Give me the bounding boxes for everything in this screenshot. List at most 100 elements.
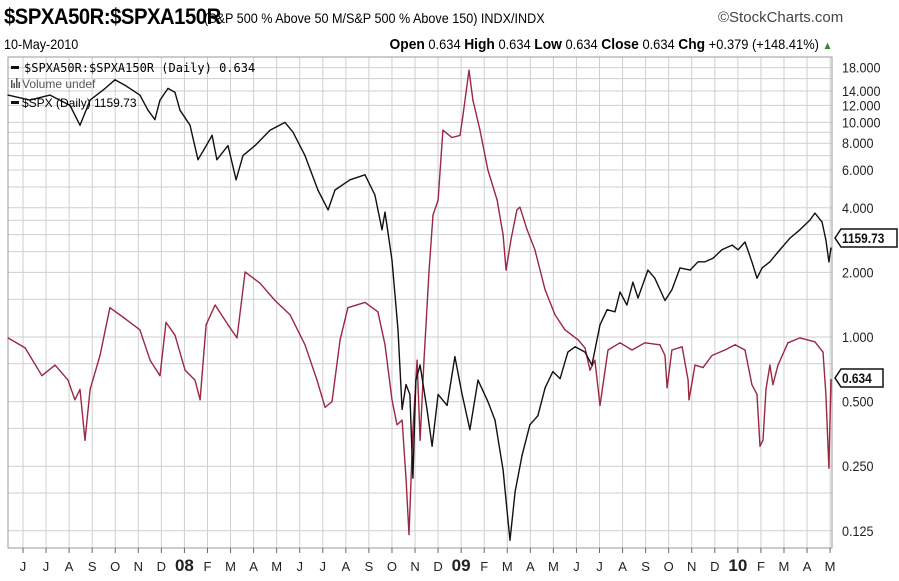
spx-point xyxy=(167,87,169,90)
spx-point xyxy=(179,109,181,111)
spx-point xyxy=(197,159,199,161)
spx-point xyxy=(619,291,621,293)
x-tick-label: 09 xyxy=(452,556,471,575)
x-tick-label: J xyxy=(296,559,303,574)
x-tick-label: 10 xyxy=(728,556,747,575)
ratio-point xyxy=(442,129,444,131)
spx-point xyxy=(89,99,91,101)
ratio-point xyxy=(644,342,646,344)
x-tick-label: A xyxy=(249,559,258,574)
ratio-point xyxy=(236,337,238,339)
spx-last-value-label: 1159.73 xyxy=(842,230,884,246)
ratio-point xyxy=(462,114,464,116)
ratio-point xyxy=(828,467,830,469)
ratio-point xyxy=(109,307,111,309)
spx-point xyxy=(159,99,161,101)
spx-point xyxy=(292,131,294,133)
spx-point xyxy=(154,119,156,121)
ratio-point xyxy=(544,289,546,291)
spx-point xyxy=(679,267,681,269)
x-tick-label: M xyxy=(502,559,513,574)
spx-point xyxy=(654,277,656,279)
y-tick-label: 8.000 xyxy=(842,136,873,152)
open-label: Open xyxy=(389,36,426,53)
ratio-point xyxy=(7,337,9,339)
ratio-point xyxy=(769,364,771,366)
ratio-point xyxy=(274,299,276,302)
chg-value: +0.379 (+148.41%) xyxy=(709,36,820,52)
ratio-point xyxy=(765,388,767,390)
ratio-point xyxy=(331,401,333,403)
spx-point xyxy=(487,401,489,403)
ratio-point xyxy=(99,354,101,357)
spx-point xyxy=(584,351,586,353)
ratio-point xyxy=(432,214,434,216)
legend-spx: $SPX (Daily) 1159.73 xyxy=(22,96,137,110)
y-tick-label: 14.000 xyxy=(842,83,880,99)
ratio-last-value-label: 0.634 xyxy=(842,370,872,386)
ratio-point xyxy=(510,239,512,241)
ratio-point xyxy=(408,534,410,536)
ratio-point xyxy=(184,369,186,371)
spx-point xyxy=(544,387,546,389)
ratio-point xyxy=(139,329,141,331)
x-tick-label: D xyxy=(157,559,166,574)
spx-point xyxy=(721,249,723,251)
spx-point xyxy=(751,261,753,263)
spx-point xyxy=(537,415,539,417)
spx-point xyxy=(761,267,763,269)
x-tick-label: N xyxy=(410,559,419,574)
spx-point xyxy=(374,194,376,196)
ratio-point xyxy=(589,369,591,371)
ratio-point xyxy=(694,364,696,366)
low-value: 0.634 xyxy=(565,36,599,52)
ratio-point xyxy=(339,339,341,341)
ratio-point xyxy=(594,359,596,361)
ratio-point xyxy=(347,307,349,309)
spx-point xyxy=(304,155,306,157)
ratio-point xyxy=(459,134,461,136)
ratio-point xyxy=(423,359,425,361)
x-tick-label: D xyxy=(433,559,442,574)
x-tick-label: A xyxy=(618,559,627,574)
ratio-point xyxy=(159,375,161,377)
x-tick-label: S xyxy=(641,559,650,574)
x-tick-label: J xyxy=(573,559,580,574)
ratio-last-value-tag xyxy=(834,368,884,388)
plot-border xyxy=(7,56,833,549)
spx-point xyxy=(29,99,31,101)
spx-legend-swatch xyxy=(11,101,19,104)
x-tick-label: M xyxy=(825,559,836,574)
spx-point xyxy=(821,221,823,223)
x-tick-label: O xyxy=(110,559,120,574)
ratio-point xyxy=(89,388,91,390)
ohlc-summary: Open 0.634 High 0.634 Low 0.634 Close 0.… xyxy=(390,36,833,53)
ratio-point xyxy=(316,379,318,381)
ratio-point xyxy=(671,349,673,351)
ratio-point xyxy=(468,69,470,71)
ratio-point xyxy=(577,339,579,341)
ratio-point xyxy=(396,424,398,426)
open-value: 0.634 xyxy=(428,36,462,52)
spx-point xyxy=(364,174,366,176)
spx-point xyxy=(477,379,479,381)
x-tick-label: J xyxy=(320,559,327,574)
ratio-point xyxy=(472,99,474,101)
ratio-point xyxy=(124,317,126,320)
spx-point xyxy=(189,124,191,126)
close-label: Close xyxy=(601,36,640,53)
ratio-point xyxy=(451,136,453,139)
spx-point xyxy=(242,155,244,157)
x-tick-label: J xyxy=(596,559,603,574)
x-tick-label: A xyxy=(342,559,351,574)
low-label: Low xyxy=(534,36,563,53)
ratio-point xyxy=(496,199,498,201)
ratio-point xyxy=(751,384,753,386)
spx-point xyxy=(454,356,456,358)
ratio-point xyxy=(554,314,556,316)
spx-point xyxy=(49,94,51,96)
x-tick-label: J xyxy=(20,559,27,574)
spx-point xyxy=(559,377,561,380)
spx-point xyxy=(124,84,126,86)
